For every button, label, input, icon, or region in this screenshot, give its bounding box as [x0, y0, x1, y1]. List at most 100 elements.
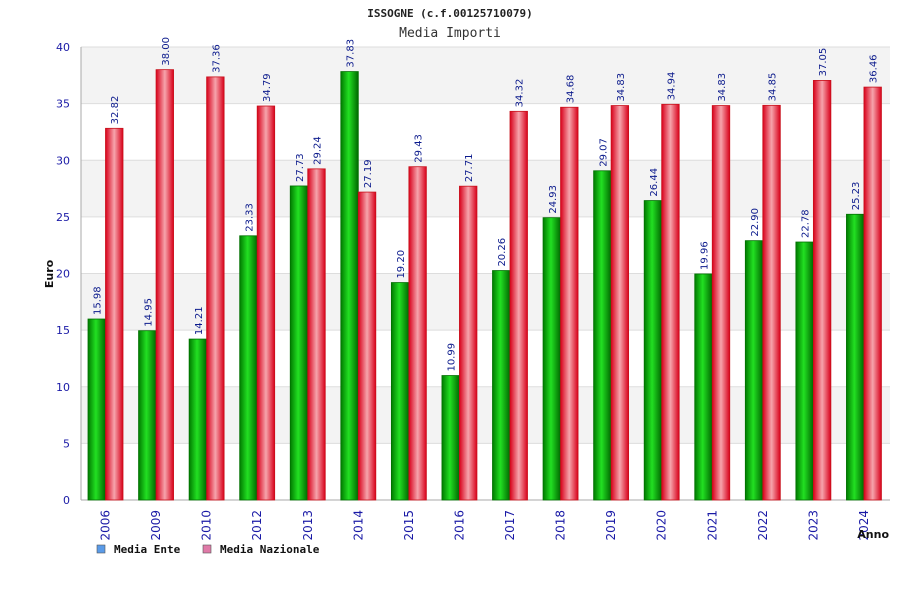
bar-media-ente — [441, 375, 460, 501]
x-tick-label: 2016 — [452, 510, 466, 541]
data-label: 34.68 — [565, 75, 576, 104]
x-tick-label: 2021 — [705, 510, 719, 541]
x-axis-label: Anno — [857, 528, 889, 541]
bar-media-nazionale — [357, 191, 377, 501]
data-label: 27.19 — [363, 159, 374, 188]
data-label: 34.83 — [616, 73, 627, 102]
bar-media-ente — [795, 241, 814, 501]
data-label: 29.43 — [414, 134, 425, 163]
x-tick-label: 2018 — [554, 510, 568, 541]
data-label: 14.21 — [194, 306, 205, 335]
data-label: 34.79 — [262, 73, 273, 102]
bar-media-ente — [138, 330, 157, 501]
bar-media-nazionale — [560, 106, 579, 501]
y-tick-label: 20 — [56, 268, 70, 281]
bar-media-ente — [239, 235, 258, 501]
data-label: 22.90 — [750, 208, 761, 237]
data-label: 10.99 — [447, 343, 458, 372]
bar-media-nazionale — [661, 103, 680, 501]
x-axis-ticks: 2006 2009 2010 2012 2013 2014 2015 2016 2017 2018… — [99, 510, 871, 541]
bar-media-nazionale — [256, 105, 276, 501]
data-label: 34.94 — [666, 72, 677, 101]
bar-media-ente — [542, 217, 561, 501]
bar-media-ente — [744, 240, 764, 501]
bar-media-ente — [289, 185, 309, 501]
data-label: 22.78 — [801, 209, 812, 238]
y-axis-ticks: 0 5 10 15 20 25 30 35 40 — [56, 41, 70, 507]
data-label: 25.23 — [851, 182, 862, 211]
x-tick-label: 2006 — [99, 510, 113, 541]
data-label: 19.96 — [700, 241, 711, 270]
data-label: 27.71 — [464, 154, 475, 183]
bar-media-ente — [846, 213, 865, 501]
legend-label-media-ente: Media Ente — [114, 543, 181, 556]
bar-media-nazionale — [307, 168, 326, 501]
data-label: 14.95 — [143, 298, 154, 327]
x-tick-label: 2012 — [250, 510, 264, 541]
data-label: 23.33 — [244, 203, 255, 232]
chart-title: ISSOGNE (c.f.00125710079) — [367, 7, 533, 20]
bar-media-nazionale — [711, 105, 731, 501]
legend-label-media-nazionale: Media Nazionale — [220, 543, 320, 556]
bar-media-nazionale — [408, 166, 427, 501]
x-tick-label: 2013 — [301, 510, 315, 541]
y-tick-label: 15 — [56, 324, 70, 337]
x-tick-label: 2023 — [806, 510, 820, 541]
y-tick-label: 5 — [63, 437, 70, 450]
data-label: 29.07 — [598, 138, 609, 167]
data-label: 37.05 — [818, 48, 829, 77]
bar-media-nazionale — [610, 105, 630, 501]
bar-media-nazionale — [155, 69, 174, 501]
y-tick-label: 40 — [56, 41, 70, 54]
data-label: 19.20 — [396, 250, 407, 279]
y-axis-label: Euro — [43, 259, 56, 288]
legend: Media Ente Media Nazionale — [96, 543, 320, 556]
y-tick-label: 10 — [56, 381, 70, 394]
bar-media-nazionale — [206, 76, 225, 501]
bar-media-ente — [694, 273, 713, 501]
data-label: 32.82 — [110, 96, 121, 125]
y-tick-label: 35 — [56, 98, 70, 111]
x-tick-label: 2019 — [604, 510, 618, 541]
data-labels: 15.98 32.82 14.95 38.00 14.21 37.36 23.33 34.79… — [93, 37, 880, 372]
bar-media-ente — [340, 71, 359, 501]
data-label: 37.83 — [346, 39, 357, 68]
x-tick-label: 2014 — [351, 510, 365, 541]
bar-media-nazionale — [509, 110, 528, 501]
y-tick-label: 25 — [56, 211, 70, 224]
data-label: 29.24 — [313, 136, 324, 165]
bar-media-ente — [643, 200, 663, 501]
bar-media-ente — [390, 282, 410, 501]
x-tick-label: 2022 — [756, 510, 770, 541]
data-label: 34.32 — [515, 79, 526, 108]
bar-media-nazionale — [812, 80, 832, 501]
bar-media-ente — [593, 170, 612, 501]
data-label: 24.93 — [548, 185, 559, 214]
y-tick-label: 0 — [63, 494, 70, 507]
data-label: 34.85 — [768, 73, 779, 102]
x-tick-label: 2017 — [503, 510, 517, 541]
chart-subtitle: Media Importi — [399, 26, 501, 41]
bar-media-ente — [87, 318, 106, 501]
data-label: 36.46 — [869, 54, 880, 83]
x-tick-label: 2015 — [402, 510, 416, 541]
x-tick-label: 2020 — [655, 510, 669, 541]
data-label: 26.44 — [649, 168, 660, 197]
data-label: 20.26 — [497, 238, 508, 267]
data-label: 34.83 — [717, 73, 728, 102]
bar-media-ente — [492, 270, 511, 501]
x-tick-label: 2010 — [200, 510, 214, 541]
bars — [87, 69, 882, 501]
data-label: 38.00 — [161, 37, 172, 66]
x-tick-label: 2009 — [149, 510, 163, 541]
bar-media-nazionale — [459, 185, 478, 501]
y-tick-label: 30 — [56, 154, 70, 167]
data-label: 27.73 — [295, 153, 306, 182]
bar-media-nazionale — [762, 104, 781, 501]
data-label: 37.36 — [211, 44, 222, 73]
bar-media-ente — [188, 338, 208, 501]
bar-media-nazionale — [863, 86, 882, 501]
legend-swatch-media-ente — [96, 544, 106, 554]
data-label: 15.98 — [93, 286, 104, 315]
